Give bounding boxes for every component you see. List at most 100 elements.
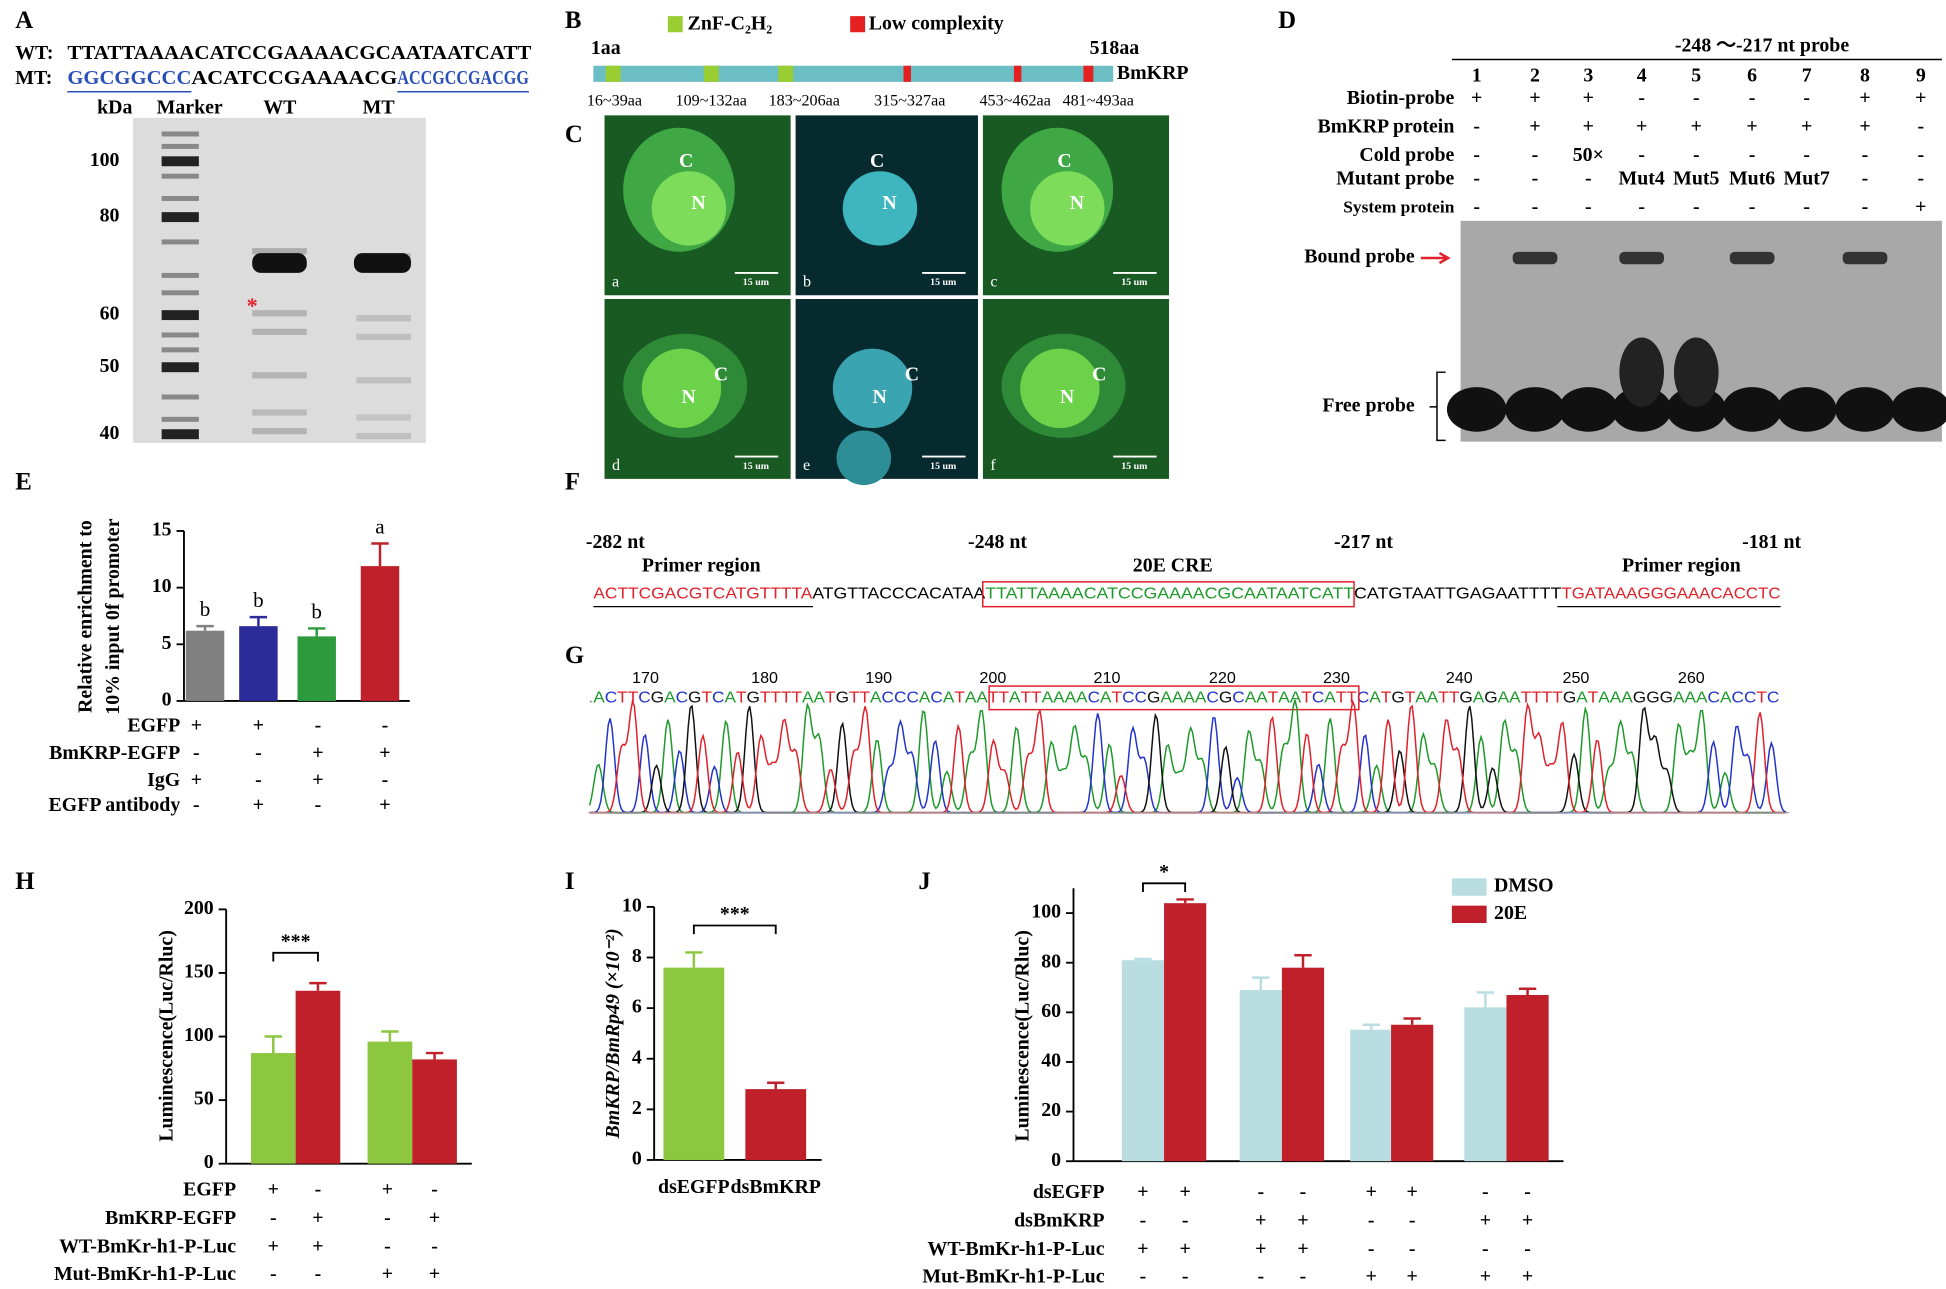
subpanel-letter: b <box>803 274 811 291</box>
marker-band <box>161 429 199 440</box>
condition-mark: + <box>1255 1210 1266 1232</box>
scale-label: 15 um <box>1121 461 1148 472</box>
y-tick-label: 80 <box>1041 950 1061 972</box>
lane-number: 7 <box>1802 64 1812 86</box>
group-letter: a <box>375 514 385 538</box>
row-mark: + <box>1801 115 1812 137</box>
marker-band <box>161 196 199 201</box>
marker-band <box>161 131 199 137</box>
lane-label: Marker <box>157 97 223 119</box>
panel-letter: D <box>1278 7 1296 34</box>
cre-box <box>988 685 1360 711</box>
nucleus-label: N <box>681 386 696 408</box>
condition-label: dsEGFP <box>1033 1181 1105 1203</box>
row-mark: - <box>1532 144 1539 166</box>
domain-range: 453~462aa <box>980 92 1051 109</box>
row-mark: - <box>1693 87 1700 109</box>
nucleus <box>1020 348 1100 429</box>
condition-mark: - <box>1409 1210 1416 1232</box>
panel-letter: J <box>918 868 930 895</box>
row-label: Cold probe <box>1359 144 1454 166</box>
condition-mark: + <box>312 769 323 791</box>
condition-mark: - <box>1140 1210 1147 1232</box>
condition-mark: + <box>1366 1265 1377 1287</box>
legend-label: 20E <box>1494 902 1527 924</box>
bar <box>1164 903 1207 1162</box>
marker-band <box>161 239 199 245</box>
domain-range: 315~327aa <box>874 92 945 109</box>
wt-sequence: TTATTAAAACATCCGAAAACGCAATAATCATT <box>67 42 531 64</box>
condition-mark: + <box>382 1179 393 1201</box>
row-mark: Mut6 <box>1729 167 1775 189</box>
condition-mark: - <box>1300 1265 1307 1287</box>
marker-size: 60 <box>100 303 120 325</box>
sequence-segment: ACTTCGACGTCATGTTTTA <box>593 585 812 603</box>
free-band <box>1891 387 1946 432</box>
bar <box>1391 1024 1434 1162</box>
condition-mark: + <box>1480 1210 1491 1232</box>
legend-label: DMSO <box>1494 875 1554 897</box>
error-bar <box>1518 987 1537 995</box>
row-mark: + <box>1636 115 1647 137</box>
free-band <box>1611 387 1672 432</box>
condition-mark: + <box>379 742 390 764</box>
row-mark: - <box>1862 144 1869 166</box>
marker-band <box>161 272 199 278</box>
lane-number: 5 <box>1691 64 1701 86</box>
bound-band <box>1512 251 1558 265</box>
row-mark: - <box>1638 196 1645 218</box>
nucleus <box>641 348 722 429</box>
row-mark: - <box>1918 167 1925 189</box>
condition-label: WT-BmKr-h1-P-Luc <box>928 1238 1105 1260</box>
condition-mark: + <box>1480 1265 1491 1287</box>
row-mark: - <box>1473 144 1480 166</box>
condition-mark: + <box>1522 1210 1533 1232</box>
error-bar <box>249 615 268 627</box>
marker-band <box>161 332 199 338</box>
condition-mark: - <box>1258 1181 1265 1203</box>
mt-sequence: GGCGGCCC <box>67 67 191 89</box>
row-label: Mutant probe <box>1336 167 1454 189</box>
lane-number: 9 <box>1916 64 1926 86</box>
condition-label: EGFP <box>183 1179 236 1201</box>
condition-mark: - <box>1140 1265 1147 1287</box>
cre-label: 20E CRE <box>1133 555 1213 577</box>
bracket <box>1429 371 1446 442</box>
row-mark: + <box>1746 115 1757 137</box>
row-mark: 50× <box>1573 144 1604 166</box>
error-bar <box>1362 1023 1380 1030</box>
position-label: -248 nt <box>968 531 1027 553</box>
nucleus <box>832 348 913 429</box>
row-mark: - <box>1473 196 1480 218</box>
lane-label: MT <box>363 97 395 119</box>
end-label: 518aa <box>1090 37 1140 59</box>
sequence-segment: TTATTAAAACATCCGAAAACGCAATAATCATT <box>985 585 1354 603</box>
y-tick-label: 0 <box>632 1148 642 1170</box>
y-tick-label: 8 <box>632 945 642 967</box>
y-tick-label: 0 <box>204 1151 214 1173</box>
row-mark: + <box>1529 87 1540 109</box>
row-mark: + <box>1583 87 1594 109</box>
y-axis-label: Luminescence(Luc/Rluc) <box>1011 930 1033 1141</box>
row-mark: - <box>1532 196 1539 218</box>
error-bar <box>1403 1017 1421 1025</box>
condition-mark: + <box>191 769 202 791</box>
bar <box>1121 960 1165 1162</box>
lane-number: 1 <box>1472 64 1482 86</box>
row-mark: - <box>1473 167 1480 189</box>
faint-band <box>252 428 307 435</box>
faint-band <box>252 248 307 255</box>
significance-label: *** <box>281 930 311 952</box>
row-mark: - <box>1749 144 1756 166</box>
row-mark: - <box>1693 196 1700 218</box>
condition-mark: - <box>193 742 200 764</box>
subpanel-letter: a <box>612 274 619 291</box>
row-label: BmKRP protein <box>1318 115 1455 137</box>
legend-swatch <box>667 16 683 33</box>
row-mark: - <box>1803 87 1810 109</box>
nucleus <box>651 171 727 246</box>
free-band <box>1619 337 1665 407</box>
condition-mark: - <box>1524 1181 1531 1203</box>
condition-label: EGFP <box>127 715 180 737</box>
domain <box>1013 65 1022 82</box>
